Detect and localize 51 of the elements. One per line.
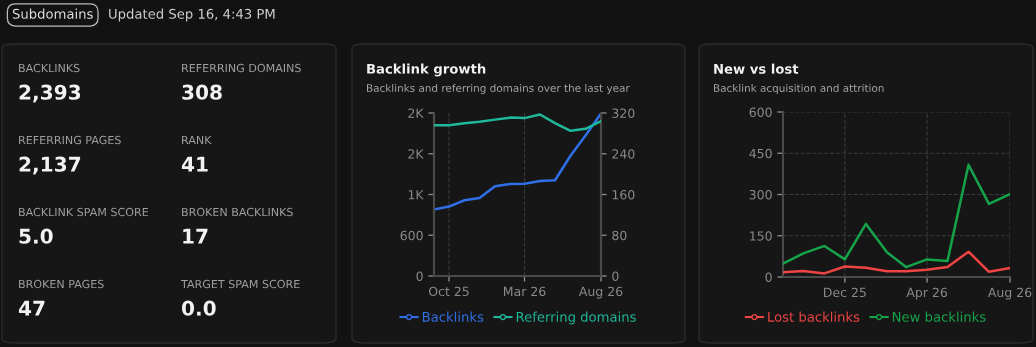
line-series xyxy=(783,163,1010,269)
text: BROKEN PAGES xyxy=(19,279,104,289)
line-series xyxy=(434,113,601,211)
legend-label: New backlinks xyxy=(892,311,986,322)
x-tick-label: Dec 25 xyxy=(824,287,866,298)
y2-tick-label: 80 xyxy=(612,230,627,241)
chart-subtitle: Backlink acquisition and attrition xyxy=(714,83,884,95)
text: 5.0 xyxy=(19,228,53,244)
text: 2,393 xyxy=(19,84,81,103)
y-tick-label: 450 xyxy=(749,148,772,159)
x-tick-label: Aug 26 xyxy=(987,287,1032,300)
text: REFERRING DOMAINS xyxy=(182,63,301,73)
y-tick-label: 0 xyxy=(765,272,772,282)
text: Subdomains xyxy=(12,8,93,19)
line-series xyxy=(434,113,601,133)
y-tick-label: 600 xyxy=(400,230,423,241)
legend-label: Lost backlinks xyxy=(768,311,860,322)
x-tick-label: Oct 25 xyxy=(428,286,469,297)
text: Updated Sep 16, 4:43 PM xyxy=(109,8,275,22)
x-tick-label: Apr 26 xyxy=(906,287,948,300)
y2-tick-label: 0 xyxy=(612,271,619,281)
chart-title: New vs lost xyxy=(714,63,799,74)
text: 47 xyxy=(18,300,45,316)
y2-tick-label: 160 xyxy=(612,189,635,200)
x-tick-label: Mar 26 xyxy=(504,286,546,297)
text: 308 xyxy=(182,84,222,100)
legend-label: Referring domains xyxy=(516,311,636,325)
y2-tick-label: 320 xyxy=(612,108,635,118)
y-tick-label: 150 xyxy=(750,231,772,241)
text: REFERRING PAGES xyxy=(19,135,121,145)
line-series xyxy=(783,250,1010,275)
legend-label: Backlinks xyxy=(422,311,484,322)
y-tick-label: 600 xyxy=(749,107,772,117)
y-tick-label: 0 xyxy=(416,271,423,281)
y-tick-label: 300 xyxy=(749,189,772,200)
text: RANK xyxy=(182,135,212,145)
text: 0.0 xyxy=(181,300,216,316)
text: BROKEN BACKLINKS xyxy=(182,207,293,217)
chart-subtitle: Backlinks and referring domains over the last year xyxy=(367,83,630,95)
text: 41 xyxy=(181,156,208,172)
x-tick-label: Aug 26 xyxy=(578,286,623,299)
y-tick-label: 2K xyxy=(408,108,424,118)
text: BACKLINK SPAM SCORE xyxy=(19,207,149,217)
text: 17 xyxy=(183,228,208,244)
y-tick-label: 2K xyxy=(408,149,424,159)
text: 2,137 xyxy=(19,156,81,175)
text: BACKLINKS xyxy=(19,63,80,73)
chart-title: Backlink growth xyxy=(367,63,486,77)
text: TARGET SPAM SCORE xyxy=(180,279,300,289)
y2-tick-label: 240 xyxy=(612,149,635,159)
y-tick-label: 1K xyxy=(408,190,424,200)
